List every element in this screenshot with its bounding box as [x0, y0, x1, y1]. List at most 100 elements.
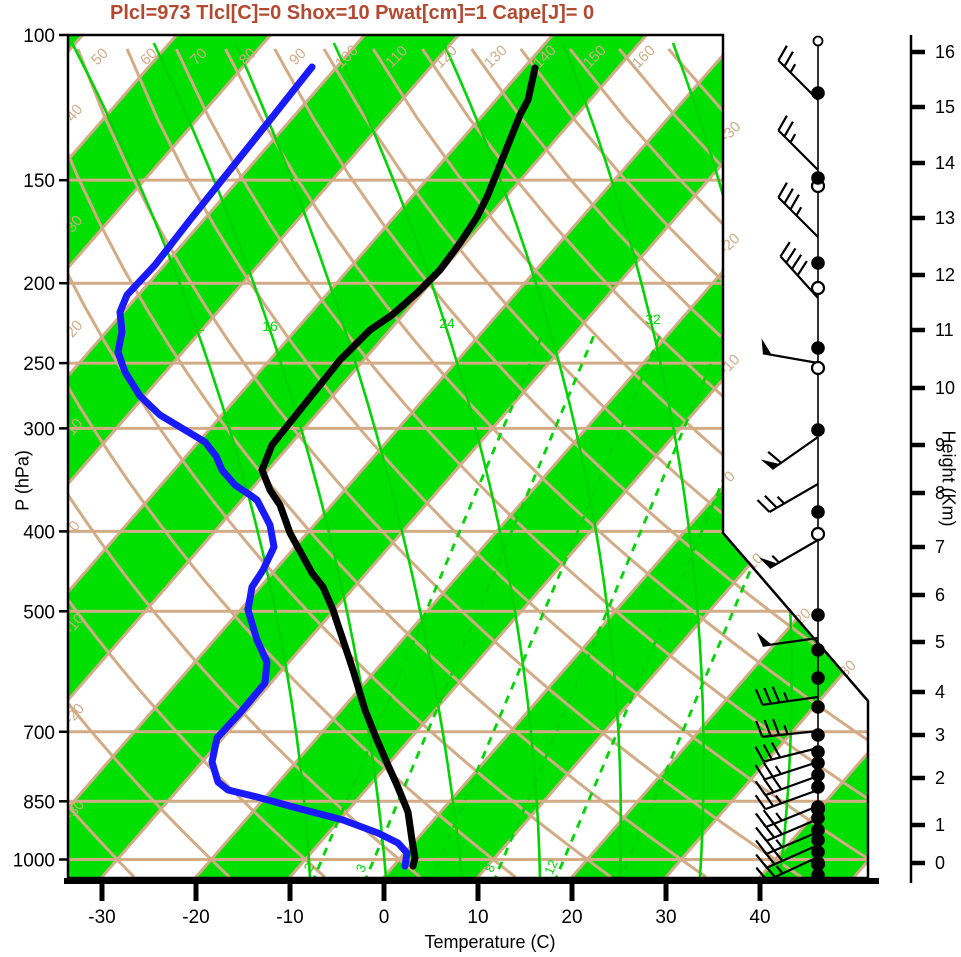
isotherm-band	[68, 35, 647, 878]
isotherm-line	[565, 35, 868, 878]
wind-level-marker	[811, 86, 825, 100]
dry-adiabat-line	[76, 48, 803, 878]
temperature-tick-label: 0	[379, 907, 390, 928]
wind-level-marker	[811, 823, 825, 837]
wind-level-marker	[811, 800, 825, 814]
height-tick-label: 9	[935, 435, 945, 455]
pressure-tick-label: 150	[23, 171, 55, 192]
wind-level-open-marker	[810, 526, 826, 542]
grid-label: 20	[63, 317, 87, 341]
temperature-tick-label: -20	[182, 907, 209, 928]
wind-level-marker	[811, 423, 825, 437]
pressure-tick-label: 500	[23, 602, 55, 623]
temperature-tick-label: 30	[655, 907, 676, 928]
moist-adiabat-line	[70, 42, 312, 878]
height-tick-label: 1	[935, 815, 945, 835]
dewpoint-curve	[114, 63, 411, 870]
height-tick-label: 13	[935, 208, 955, 228]
wind-level-marker	[811, 756, 825, 770]
chart-title: Plcl=973 Tlcl[C]=0 Shox=10 Pwat[cm]=1 Ca…	[110, 2, 595, 24]
isotherm-band	[566, 35, 868, 878]
temperature-axis: -30 -20 -10 0 10 20 30 40	[88, 884, 771, 928]
wind-level-marker	[811, 643, 825, 657]
dry-adiabat-line	[224, 48, 868, 878]
wind-barb	[758, 539, 819, 569]
grid-label: 40	[63, 101, 87, 125]
height-tick-label: 6	[935, 585, 945, 605]
pressure-axis-label: P (hPa)	[12, 450, 33, 511]
moist-adiabat-line	[561, 42, 705, 878]
wind-barb	[754, 686, 819, 706]
wind-barb	[777, 115, 819, 171]
temperature-tick-label: 20	[561, 907, 582, 928]
height-tick-label: 11	[935, 320, 954, 340]
mixing-ratio-line	[428, 329, 664, 878]
height-tick-label: 15	[935, 97, 955, 117]
wind-level-marker	[811, 608, 825, 622]
dry-adiabat-line	[174, 48, 868, 878]
pressure-tick-label: 250	[23, 354, 55, 375]
wind-level-marker	[811, 845, 825, 859]
moist-adiabat-label: 32	[645, 311, 661, 327]
pressure-tick-label: 850	[23, 792, 55, 813]
pressure-tick-label: 400	[23, 522, 55, 543]
temperature-tick-label: 40	[749, 907, 770, 928]
dry-adiabat-line	[125, 48, 868, 878]
height-tick-label: 8	[935, 483, 945, 503]
wind-barb	[777, 182, 819, 238]
temperature-tick-label: 10	[467, 907, 488, 928]
wind-staff-top-marker	[812, 35, 824, 47]
height-tick-label: 3	[935, 725, 945, 745]
wind-level-marker	[811, 811, 825, 825]
isotherm-line	[68, 35, 742, 878]
mixing-ratio-label: 3	[353, 862, 370, 875]
temperature-curve	[258, 64, 539, 870]
dry-adiabat-line	[68, 48, 136, 878]
wind-barb	[755, 856, 819, 882]
mixing-ratio-label: 12	[541, 857, 561, 876]
dry-adiabat-line	[68, 48, 422, 878]
moist-adiabat-label: 24	[439, 315, 455, 331]
dry-adiabat-line	[371, 48, 868, 878]
moist-adiabat-label: 12	[189, 318, 205, 334]
height-tick-label: 7	[935, 537, 945, 557]
wind-level-marker	[811, 833, 825, 847]
dry-adiabat-line	[68, 48, 326, 878]
wind-level-marker	[811, 780, 825, 794]
wind-level-marker	[811, 856, 825, 870]
isotherm-line	[68, 35, 460, 878]
pressure-tick-label: 200	[23, 274, 55, 295]
isotherm-line	[68, 35, 554, 878]
isotherm-line	[68, 35, 648, 878]
isotherm-band	[68, 35, 835, 878]
wind-barb	[754, 760, 819, 781]
wind-level-marker	[811, 728, 825, 742]
wind-barb	[755, 817, 819, 842]
wind-barb	[754, 742, 819, 763]
mixing-ratio-line	[491, 329, 727, 878]
wind-level-marker	[811, 768, 825, 782]
wind-barb	[754, 788, 819, 811]
mixing-ratio-line	[310, 329, 546, 878]
wind-level-marker	[811, 171, 825, 185]
wind-profile-column	[754, 35, 826, 882]
wind-level-marker	[811, 256, 825, 270]
pressure-tick-label: 100	[23, 26, 55, 47]
wind-barb	[755, 718, 819, 738]
temperature-axis-label: Temperature (C)	[424, 932, 556, 952]
wind-level-marker	[811, 671, 825, 685]
wind-barb	[755, 843, 819, 869]
wind-level-marker	[811, 341, 825, 355]
wind-barb	[761, 338, 819, 365]
wind-barb	[760, 436, 819, 471]
pressure-tick-label: 300	[23, 419, 55, 440]
wind-level-marker	[811, 505, 825, 519]
grid-label: 50	[88, 45, 112, 69]
height-tick-label: 4	[935, 682, 945, 702]
pressure-tick-label: 700	[23, 723, 55, 744]
height-tick-label: 12	[935, 265, 955, 285]
height-tick-label: 2	[935, 768, 945, 788]
wind-level-marker	[811, 868, 825, 882]
